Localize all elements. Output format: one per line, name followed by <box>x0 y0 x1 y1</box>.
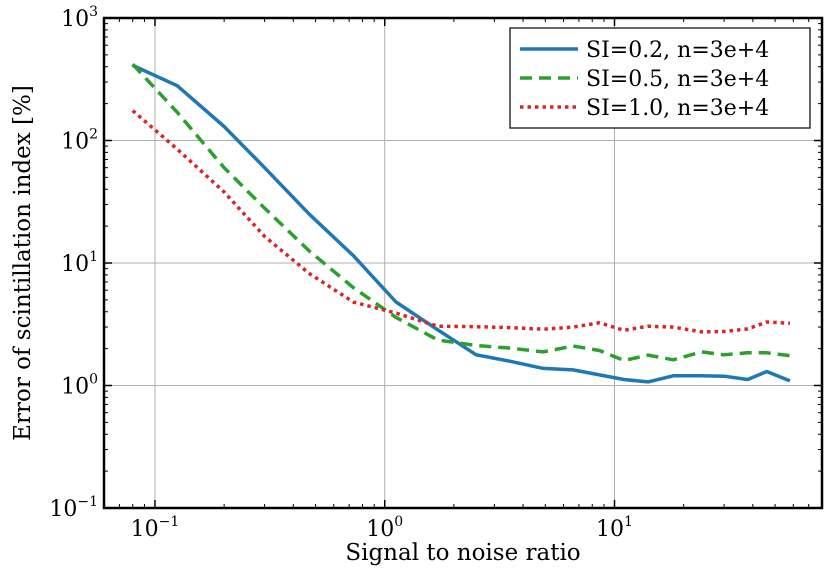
y-tick-base: 10 <box>61 375 89 400</box>
y-tick-base: 10 <box>61 130 89 155</box>
y-tick-exponent: 3 <box>89 4 98 20</box>
x-tick-label: 101 <box>596 514 633 542</box>
plot-series <box>131 63 791 384</box>
x-tick-base: 10 <box>596 517 624 542</box>
legend-label-2: SI=0.5, n=3e+4 <box>586 67 769 92</box>
y-tick-label: 102 <box>61 127 98 155</box>
x-tick-base: 10 <box>131 517 159 542</box>
x-tick-label: 10−1 <box>131 514 180 542</box>
y-tick-base: 10 <box>49 497 77 522</box>
y-tick-exponent: 1 <box>89 249 98 265</box>
y-axis-label: Error of scintillation index [%] <box>10 85 36 441</box>
series-line-3 <box>131 109 790 334</box>
y-tick-label: 10−1 <box>49 494 98 522</box>
x-tick-exponent: −1 <box>159 514 180 530</box>
legend: SI=0.2, n=3e+4 SI=0.5, n=3e+4 SI=1.0, n=3e… <box>509 27 811 129</box>
y-tick-exponent: −1 <box>77 494 98 510</box>
x-axis-label: Signal to noise ratio <box>345 540 580 566</box>
y-tick-exponent: 0 <box>89 372 98 388</box>
y-tick-label: 100 <box>61 372 98 400</box>
x-tick-base: 10 <box>366 517 394 542</box>
legend-label-1: SI=0.2, n=3e+4 <box>586 38 769 63</box>
legend-label-3: SI=1.0, n=3e+4 <box>586 96 769 121</box>
y-tick-exponent: 2 <box>89 127 98 143</box>
y-tick-label: 101 <box>61 249 98 277</box>
x-tick-label: 100 <box>366 514 403 542</box>
x-tick-exponent: 0 <box>394 514 403 530</box>
series-line-2 <box>131 63 791 363</box>
y-tick-label: 103 <box>61 4 98 32</box>
y-tick-base: 10 <box>61 7 89 32</box>
x-tick-exponent: 1 <box>624 514 633 530</box>
series-line-1 <box>131 63 791 384</box>
y-tick-base: 10 <box>61 252 89 277</box>
